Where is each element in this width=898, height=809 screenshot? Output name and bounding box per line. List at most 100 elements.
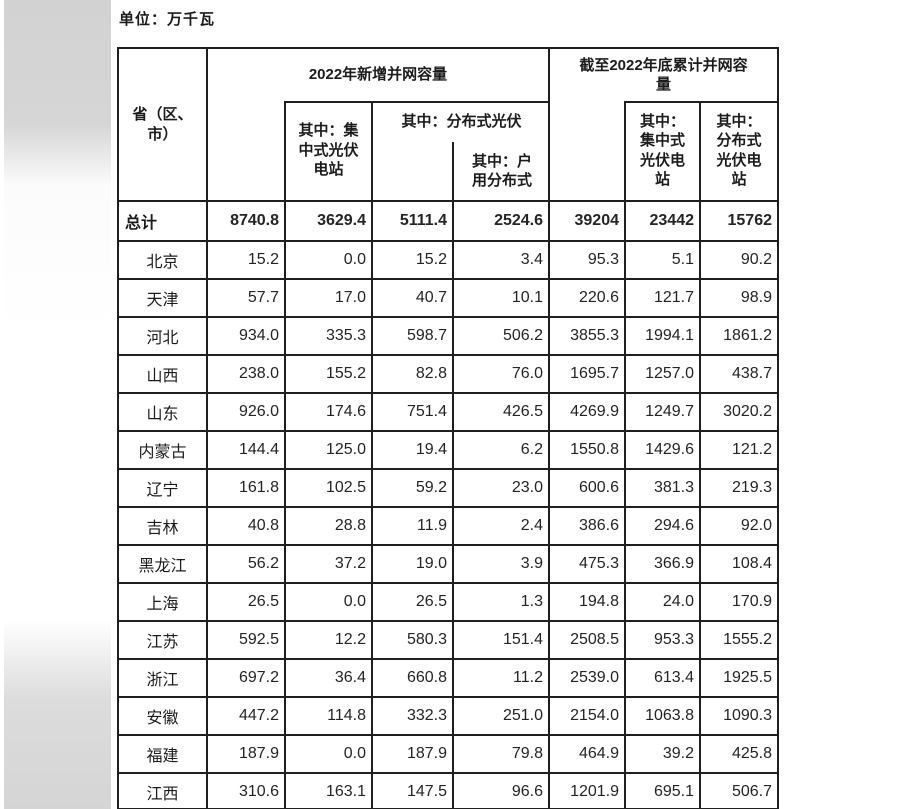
province-cell: 山东 [119,394,208,430]
value-cell: 59.2 [373,470,454,506]
value-cell: 23442 [626,202,701,240]
divider [284,101,550,103]
value-cell: 28.8 [286,508,373,544]
value-cell: 251.0 [454,698,550,734]
value-cell: 0.0 [286,584,373,620]
value-cell: 39.2 [626,736,701,772]
value-cell: 5111.4 [373,202,454,240]
value-cell: 426.5 [454,394,550,430]
value-cell: 926.0 [208,394,286,430]
value-cell: 447.2 [208,698,286,734]
province-cell: 江西 [119,774,208,809]
value-cell: 17.0 [286,280,373,316]
value-cell: 96.6 [454,774,550,809]
value-cell: 1861.2 [723,327,772,344]
value-cell: 580.3 [373,622,454,658]
value-cell: 151.4 [454,622,550,658]
value-cell: 144.4 [208,432,286,468]
table-row: 山西 238.0 155.2 82.8 76.0 1695.7 1257.0 438.7 [119,354,777,392]
value-cell: 613.4 [626,660,701,696]
divider [206,49,208,200]
value-cell: 15.2 [208,242,286,278]
value-cell: 1201.9 [550,774,626,809]
value-cell: 12.2 [286,622,373,658]
value-cell: 161.8 [208,470,286,506]
value-cell: 76.0 [454,356,550,392]
table-row: 黑龙江 56.2 37.2 19.0 3.9 475.3 366.9 108.4 [119,544,777,582]
value-cell: 1550.8 [550,432,626,468]
value-cell: 1555.2 [723,631,772,648]
header-group-new-2022: 2022年新增并网容量 [308,66,448,84]
province-cell: 总计 [119,202,208,240]
value-cell: 2524.6 [454,202,550,240]
value-cell: 187.9 [373,736,454,772]
value-cell: 102.5 [286,470,373,506]
province-cell: 福建 [119,736,208,772]
value-cell: 92.0 [740,517,772,534]
value-cell: 11.2 [454,660,550,696]
value-cell: 194.8 [550,584,626,620]
value-cell: 1090.3 [723,707,772,724]
total-row: 总计 8740.8 3629.4 5111.4 2524.6 39204 23442 1576… [119,200,777,240]
value-cell: 220.6 [550,280,626,316]
value-cell: 39204 [550,202,626,240]
value-cell: 2154.0 [550,698,626,734]
value-cell: 121.2 [731,441,772,458]
table-body: 总计 8740.8 3629.4 5111.4 2524.6 39204 23442 1576… [119,200,777,809]
value-cell: 219.3 [731,479,772,496]
table-row: 福建 187.9 0.0 187.9 79.8 464.9 39.2 425.8 [119,734,777,772]
table-row: 河北 934.0 335.3 598.7 506.2 3855.3 1994.1 1861.2 [119,316,777,354]
value-cell: 1695.7 [550,356,626,392]
value-cell: 95.3 [550,242,626,278]
value-cell: 163.1 [286,774,373,809]
value-cell: 155.2 [286,356,373,392]
value-cell: 56.2 [208,546,286,582]
value-cell: 238.0 [208,356,286,392]
value-cell: 108.4 [731,555,772,572]
table-row: 天津 57.7 17.0 40.7 10.1 220.6 121.7 98.9 [119,278,777,316]
province-cell: 安徽 [119,698,208,734]
value-cell: 660.8 [373,660,454,696]
value-cell: 475.3 [550,546,626,582]
table-row: 北京 15.2 0.0 15.2 3.4 95.3 5.1 90.2 [119,240,777,278]
header-cum-distributed: 其中：分布式光伏电站 [716,112,762,189]
value-cell: 26.5 [208,584,286,620]
value-cell: 934.0 [208,318,286,354]
divider [284,101,286,200]
value-cell: 506.7 [731,783,772,800]
table-row: 吉林 40.8 28.8 11.9 2.4 386.6 294.6 92.0 [119,506,777,544]
value-cell: 19.0 [373,546,454,582]
value-cell: 147.5 [373,774,454,809]
table-row: 江苏 592.5 12.2 580.3 151.4 2508.5 953.3 1555.2 [119,620,777,658]
table-row: 江西 310.6 163.1 147.5 96.6 1201.9 695.1 506.7 [119,772,777,809]
value-cell: 4269.9 [550,394,626,430]
value-cell: 15762 [727,212,773,229]
divider [624,101,626,200]
value-cell: 381.3 [626,470,701,506]
value-cell: 37.2 [286,546,373,582]
table-row: 安徽 447.2 114.8 332.3 251.0 2154.0 1063.8 1090.3 [119,696,777,734]
value-cell: 174.6 [286,394,373,430]
value-cell: 1249.7 [626,394,701,430]
header-cum-centralized: 其中：集中式光伏电站 [639,112,685,189]
value-cell: 1429.6 [626,432,701,468]
value-cell: 2.4 [454,508,550,544]
value-cell: 438.7 [731,365,772,382]
value-cell: 600.6 [550,470,626,506]
value-cell: 90.2 [740,251,772,268]
value-cell: 5.1 [626,242,701,278]
value-cell: 1.3 [454,584,550,620]
header-new-distributed: 其中：分布式光伏 [401,113,522,131]
value-cell: 3020.2 [723,403,772,420]
value-cell: 36.4 [286,660,373,696]
divider [699,101,701,200]
province-cell: 黑龙江 [119,546,208,582]
value-cell: 187.9 [208,736,286,772]
value-cell: 425.8 [731,745,772,762]
header-province: 省（区、市） [132,106,193,143]
province-cell: 天津 [119,280,208,316]
divider [371,101,373,200]
province-cell: 江苏 [119,622,208,658]
value-cell: 40.7 [373,280,454,316]
value-cell: 79.8 [454,736,550,772]
